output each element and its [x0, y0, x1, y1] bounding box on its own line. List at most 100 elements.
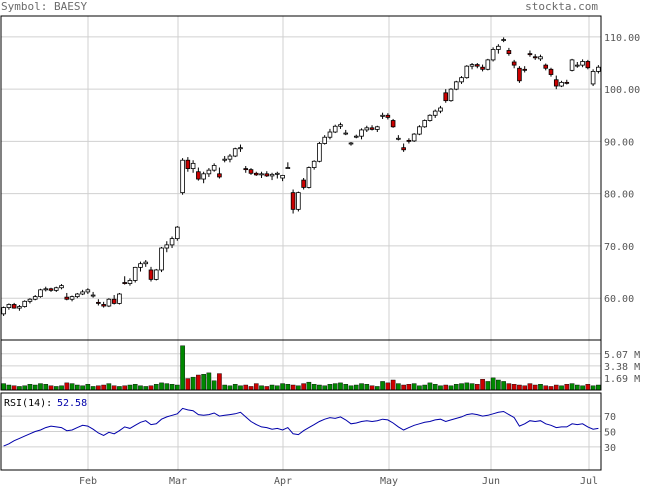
- candle-body: [422, 120, 427, 128]
- candle-body: [22, 300, 27, 307]
- volume-bar: [243, 384, 249, 391]
- candle-body: [553, 79, 559, 87]
- volume-bar: [159, 382, 164, 391]
- volume-bar: [259, 385, 264, 391]
- candle-body: [53, 287, 59, 291]
- candle-body: [432, 110, 438, 116]
- volume-bar: [469, 383, 475, 391]
- volume-bar: [148, 385, 154, 391]
- price-candles: [1, 37, 601, 316]
- candle-body: [138, 263, 143, 268]
- candle-body: [164, 244, 170, 249]
- candle-body: [480, 66, 485, 70]
- candle-body: [196, 171, 201, 180]
- candle-body: [453, 81, 459, 90]
- candle-body: [459, 77, 464, 83]
- candle-body: [543, 64, 549, 69]
- candle-body: [169, 238, 175, 246]
- rsi-tick-label: 70: [604, 412, 616, 423]
- price-tick-label: 80.00: [604, 190, 634, 201]
- volume-bar: [438, 385, 443, 391]
- volume-bar: [369, 385, 375, 391]
- candle-body: [375, 126, 380, 130]
- volume-bar: [559, 385, 564, 391]
- candle-body: [585, 61, 591, 69]
- candle-body: [259, 173, 264, 176]
- candle-body: [369, 127, 375, 130]
- volume-bar: [596, 384, 601, 391]
- candle-body: [401, 147, 406, 151]
- volume-bar: [1, 383, 6, 391]
- candle-body: [501, 39, 506, 41]
- candle-body: [332, 125, 338, 133]
- panel-frames: [0, 15, 602, 471]
- candle-body: [106, 298, 112, 307]
- volume-bar: [401, 384, 406, 391]
- candle-body: [75, 293, 80, 298]
- candle-body: [85, 289, 91, 293]
- candle-body: [117, 293, 122, 304]
- candle-body: [285, 167, 291, 169]
- candle-body: [596, 66, 601, 72]
- volume-bar: [522, 385, 527, 391]
- candle-body: [17, 306, 22, 309]
- volume-bar: [475, 384, 480, 391]
- volume-bar: [343, 384, 349, 391]
- candle-body: [322, 136, 327, 144]
- volume-bar: [511, 384, 517, 391]
- volume-bar: [211, 380, 217, 391]
- candle-body: [464, 65, 470, 79]
- candle-body: [175, 226, 180, 240]
- price-grid: [1, 16, 601, 470]
- volume-bar: [69, 383, 75, 391]
- candle-body: [311, 160, 317, 168]
- site-link[interactable]: stockta.com: [525, 0, 598, 13]
- candle-body: [206, 169, 212, 175]
- volume-bar: [385, 382, 391, 391]
- x-tick-label: Jul: [580, 476, 598, 486]
- volume-bar: [453, 384, 459, 391]
- candle-body: [590, 70, 596, 85]
- candle-body: [222, 158, 227, 161]
- volume-bar: [117, 386, 122, 391]
- candle-body: [153, 269, 159, 280]
- candle-body: [238, 147, 243, 150]
- candle-body: [569, 59, 575, 71]
- volume-bar: [364, 384, 370, 391]
- volume-bar: [575, 384, 580, 391]
- volume-bar: [464, 382, 470, 391]
- candle-body: [327, 131, 333, 138]
- volume-bar: [432, 384, 438, 391]
- volume-bar: [532, 384, 538, 391]
- volume-bar: [38, 383, 43, 391]
- candle-body: [522, 68, 527, 71]
- candle-body: [132, 266, 138, 281]
- rsi-value: 52.58: [57, 398, 87, 409]
- volume-bar: [196, 374, 201, 391]
- volume-bar: [248, 386, 254, 391]
- candle-body: [396, 137, 401, 140]
- volume-tick-label: 1.69 M: [604, 374, 640, 385]
- volume-bar: [106, 383, 112, 391]
- volume-bar: [111, 385, 117, 391]
- volume-bar: [327, 384, 333, 391]
- candle-body: [490, 49, 496, 61]
- volume-bar: [580, 385, 585, 391]
- candle-body: [290, 192, 296, 210]
- volume-bar: [138, 385, 143, 391]
- volume-bar: [496, 379, 501, 391]
- candle-body: [190, 162, 196, 169]
- candle-body: [427, 114, 433, 121]
- volume-bar: [48, 385, 54, 391]
- candle-body: [232, 148, 238, 157]
- volume-bar: [280, 383, 285, 391]
- volume-bar: [75, 384, 80, 391]
- volume-bar: [90, 386, 96, 391]
- volume-bar: [543, 385, 549, 391]
- volume-bar: [164, 383, 170, 391]
- candle-body: [511, 61, 517, 66]
- candle-body: [159, 247, 164, 271]
- candle-body: [317, 143, 322, 162]
- candle-body: [448, 88, 454, 102]
- candle-body: [6, 304, 12, 308]
